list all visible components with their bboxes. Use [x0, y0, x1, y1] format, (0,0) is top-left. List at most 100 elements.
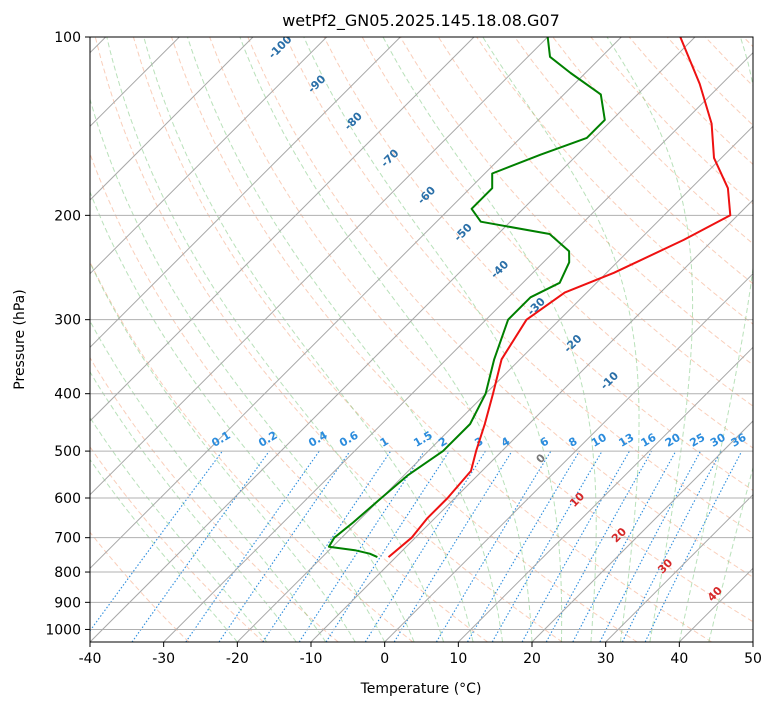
- y-tick-label: 300: [54, 313, 81, 329]
- x-tick-label: 50: [744, 651, 762, 667]
- mixing-ratio-line: [467, 450, 580, 642]
- x-tick-label: 30: [597, 651, 615, 667]
- mixing-ratio-label: 25: [688, 431, 708, 450]
- isotherm-label: -10: [598, 369, 621, 392]
- dry-adiabat-line: [90, 152, 488, 642]
- mixing-ratio-line: [621, 450, 722, 642]
- dry-adiabat-line: [90, 356, 339, 642]
- isotherm-line: [531, 420, 753, 642]
- isotherm-line: [678, 567, 753, 642]
- y-tick-label: 900: [54, 595, 81, 611]
- dry-adiabat-line: [743, 37, 753, 48]
- dry-adiabat-line: [90, 446, 264, 642]
- mixing-ratio-line: [393, 450, 513, 642]
- x-tick-label: 40: [670, 651, 688, 667]
- dry-adiabat-line: [437, 37, 753, 366]
- axes: -40 -30 -20 -10 0 10 20 30 40 5010020030040050060…: [45, 30, 762, 667]
- x-tick-label: 10: [449, 651, 467, 667]
- mixing-ratio-line: [545, 450, 653, 642]
- isotherm-line: [90, 37, 696, 642]
- y-tick-label: 600: [54, 491, 81, 507]
- moist-adiabat-line: [482, 37, 640, 642]
- dry-adiabat-line: [514, 37, 753, 285]
- mixing-ratio-label: 20: [663, 431, 683, 450]
- mixing-ratio-label: 0.6: [337, 429, 361, 450]
- moist-adiabat-line: [90, 190, 386, 642]
- background-lines: [90, 37, 753, 642]
- mixing-ratio-label: 16: [639, 431, 659, 450]
- moist-adiabat-line: [606, 37, 694, 642]
- x-tick-label: 20: [523, 651, 541, 667]
- mixing-ratio-line: [185, 450, 320, 642]
- dewpoint-profile-line: [327, 37, 606, 559]
- dry-adiabat-line: [94, 37, 563, 642]
- isotherm-label: -90: [305, 72, 328, 95]
- isotherm-line: [310, 199, 753, 642]
- isotherm-line: [90, 37, 622, 570]
- isotherm-line: [90, 37, 401, 349]
- moist-adiabat-line: [90, 458, 238, 642]
- moist-adiabat-line: [143, 37, 474, 642]
- dry-adiabat-line: [285, 37, 753, 535]
- mixing-ratio-label: 1.5: [411, 429, 434, 450]
- isotherm-line: [457, 346, 753, 642]
- mixing-ratio-label: 1: [378, 435, 391, 450]
- isotherm-line: [90, 37, 475, 422]
- dry-adiabat-line: [704, 37, 753, 87]
- profile-series: [327, 37, 732, 559]
- dry-adiabat-line: [590, 37, 753, 205]
- mixing-ratio-line: [131, 450, 270, 642]
- mixing-ratio-line: [572, 450, 677, 642]
- y-tick-label: 200: [54, 208, 81, 224]
- isotherm-line: [752, 641, 753, 642]
- mixing-ratio-label: 6: [538, 434, 551, 449]
- y-tick-label: 1000: [45, 622, 81, 638]
- dry-adiabat-line: [247, 37, 753, 578]
- y-axis-title: Pressure (hPa): [12, 289, 28, 389]
- moist-adiabat-line: [303, 37, 563, 642]
- isotherm-label: -50: [451, 221, 474, 244]
- plot-frame: [89, 36, 754, 643]
- mixing-ratio-line: [90, 450, 223, 632]
- mixing-ratio-label: 0.1: [209, 429, 232, 450]
- isotherm-line: [163, 51, 753, 642]
- isotherm-label: -20: [561, 332, 584, 355]
- isotherm-label: -70: [378, 146, 401, 169]
- mixing-ratio-line: [644, 450, 743, 642]
- isotherm-label: -40: [488, 258, 511, 281]
- line-labels: 0.1 0.2 0.4 0.6 1 1.5 2 3 4 6 8 10 13 16 20 25 30 36-100-…: [209, 37, 748, 604]
- dry-adiabat-line: [361, 37, 753, 449]
- mixing-ratio-line: [364, 450, 486, 642]
- x-tick-label: -40: [79, 651, 102, 667]
- mixing-ratio-line: [218, 450, 351, 642]
- temperature-profile-line: [387, 37, 732, 558]
- moist-adiabat-line: [90, 261, 356, 642]
- mixing-ratio-label: 0.2: [256, 429, 279, 450]
- moist-adiabat-line: [678, 37, 753, 642]
- x-tick-label: -30: [152, 651, 175, 667]
- mixing-ratio-line: [435, 450, 552, 642]
- mixing-ratio-line: [521, 450, 630, 642]
- dry-adiabat-line: [171, 37, 712, 642]
- dry-adiabat-line: [209, 37, 753, 623]
- dry-adiabat-line: [399, 37, 753, 407]
- moist-adiabat-line: [382, 37, 597, 642]
- moist-adiabat-label: 30: [655, 556, 675, 576]
- x-tick-label: -20: [226, 651, 249, 667]
- y-tick-label: 100: [54, 30, 81, 46]
- isotherm-line: [384, 272, 753, 642]
- dry-adiabat-line: [666, 37, 753, 126]
- isotherm-label: -80: [342, 109, 365, 132]
- isotherm-line: [605, 493, 753, 642]
- y-tick-label: 800: [54, 565, 81, 581]
- y-tick-label: 700: [54, 531, 81, 547]
- moist-adiabat-line: [106, 37, 445, 642]
- chart-title: wetPf2_GN05.2025.145.18.08.G07: [282, 11, 560, 31]
- x-tick-label: -10: [300, 651, 323, 667]
- dry-adiabat-line: [132, 37, 638, 642]
- dry-adiabat-line: [323, 37, 753, 491]
- mixing-ratio-label: 8: [566, 435, 579, 450]
- mixing-ratio-line: [599, 450, 701, 642]
- mixing-ratio-line: [262, 450, 392, 642]
